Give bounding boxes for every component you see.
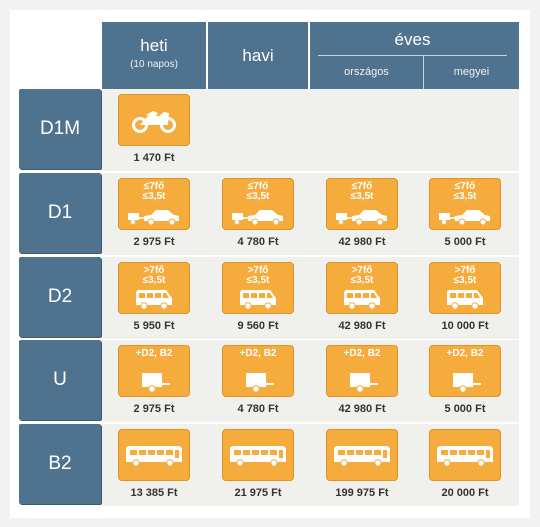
price-value: 5 000 Ft: [444, 236, 486, 248]
price-value: 2 975 Ft: [133, 236, 175, 248]
vignette-tile[interactable]: ≤7fő ≤3,5t: [118, 178, 190, 230]
tile-label-line2: ≤3,5t: [453, 275, 477, 286]
tile-label-line1: >7fő: [351, 265, 373, 276]
price-cell[interactable]: +D2, B2 5 000 Ft: [429, 345, 501, 415]
price-value: 4 780 Ft: [237, 236, 279, 248]
vignette-tile[interactable]: [118, 429, 190, 481]
tile-label-line1: >7fő: [454, 265, 476, 276]
vignette-tile[interactable]: [429, 429, 501, 481]
vignette-tile[interactable]: +D2, B2: [429, 345, 501, 397]
vignette-tile[interactable]: ≤7fő ≤3,5t: [222, 178, 294, 230]
vignette-tile[interactable]: >7fő ≤3,5t: [326, 262, 398, 314]
tile-label-line1: ≤7fő: [351, 181, 373, 192]
vignette-tile[interactable]: >7fő ≤3,5t: [429, 262, 501, 314]
price-cell[interactable]: >7fő ≤3,5t 9 560 Ft: [222, 262, 294, 332]
row-label-d1: D1: [19, 173, 101, 253]
price-value: 5 950 Ft: [133, 320, 175, 332]
price-value: 21 975 Ft: [234, 487, 282, 499]
header-monthly-label: havi: [242, 46, 274, 65]
header-weekly-sub: (10 napos): [130, 59, 178, 70]
price-value: 42 980 Ft: [338, 320, 386, 332]
price-cell[interactable]: ≤7fő ≤3,5t 42 980 Ft: [326, 178, 398, 248]
tile-label-line1: +D2, B2: [343, 348, 381, 359]
row-label-d2: D2: [19, 257, 101, 337]
price-value: 4 780 Ft: [237, 403, 279, 415]
tile-label-line2: ≤3,5t: [453, 191, 477, 202]
price-cell[interactable]: ≤7fő ≤3,5t 2 975 Ft: [118, 178, 190, 248]
price-value: 42 980 Ft: [338, 403, 386, 415]
price-cell[interactable]: 13 385 Ft: [118, 429, 190, 499]
header-county-label: megyei: [453, 66, 490, 78]
price-cell[interactable]: +D2, B2 42 980 Ft: [326, 345, 398, 415]
vignette-tile[interactable]: [118, 94, 190, 146]
price-cell[interactable]: >7fő ≤3,5t 5 950 Ft: [118, 262, 190, 332]
price-cell[interactable]: 20 000 Ft: [429, 429, 501, 499]
tile-label-line2: ≤3,5t: [350, 275, 374, 286]
tile-label-line2: ≤3,5t: [142, 275, 166, 286]
price-value: 42 980 Ft: [338, 236, 386, 248]
header-county: megyei: [424, 56, 519, 89]
tile-label-line2: ≤3,5t: [246, 275, 270, 286]
header-monthly: havi: [208, 22, 308, 89]
row-label-b2: B2: [19, 424, 101, 504]
header-weekly-label: heti: [140, 36, 168, 55]
row-label-u: U: [19, 340, 101, 420]
price-value: 10 000 Ft: [441, 320, 489, 332]
vignette-tile[interactable]: +D2, B2: [326, 345, 398, 397]
header-national: országos: [310, 56, 424, 89]
price-cell[interactable]: >7fő ≤3,5t 10 000 Ft: [429, 262, 501, 332]
tile-label-line1: ≤7fő: [454, 181, 476, 192]
price-value: 1 470 Ft: [133, 152, 175, 164]
tile-label-line1: +D2, B2: [239, 348, 277, 359]
tile-label-line2: ≤3,5t: [350, 191, 374, 202]
header-yearly-label: éves: [318, 30, 507, 56]
price-value: 199 975 Ft: [335, 487, 389, 499]
tile-label-line1: +D2, B2: [135, 348, 173, 359]
tile-label-line2: ≤3,5t: [142, 191, 166, 202]
vignette-tile[interactable]: +D2, B2: [222, 345, 294, 397]
header-yearly: éves országos megyei: [310, 22, 519, 89]
price-cell[interactable]: +D2, B2 4 780 Ft: [222, 345, 294, 415]
price-value: 5 000 Ft: [444, 403, 486, 415]
price-value: 13 385 Ft: [130, 487, 178, 499]
price-cell[interactable]: +D2, B2 2 975 Ft: [118, 345, 190, 415]
price-value: 2 975 Ft: [133, 403, 175, 415]
header-national-label: országos: [344, 66, 389, 78]
price-value: 20 000 Ft: [441, 487, 489, 499]
price-value: 9 560 Ft: [237, 320, 279, 332]
vignette-tile[interactable]: +D2, B2: [118, 345, 190, 397]
vignette-tile[interactable]: ≤7fő ≤3,5t: [326, 178, 398, 230]
header-weekly: heti (10 napos): [102, 22, 206, 89]
tile-label-line2: ≤3,5t: [246, 191, 270, 202]
price-cell[interactable]: 21 975 Ft: [222, 429, 294, 499]
tile-label-line1: ≤7fő: [143, 181, 165, 192]
price-cell[interactable]: ≤7fő ≤3,5t 4 780 Ft: [222, 178, 294, 248]
vignette-tile[interactable]: ≤7fő ≤3,5t: [429, 178, 501, 230]
tile-label-line1: ≤7fő: [247, 181, 269, 192]
tile-label-line1: >7fő: [143, 265, 165, 276]
vignette-tile[interactable]: >7fő ≤3,5t: [118, 262, 190, 314]
vignette-tile[interactable]: [326, 429, 398, 481]
price-cell[interactable]: 199 975 Ft: [326, 429, 398, 499]
tile-label-line1: +D2, B2: [446, 348, 484, 359]
tile-label-line1: >7fő: [247, 265, 269, 276]
price-cell[interactable]: ≤7fő ≤3,5t 5 000 Ft: [429, 178, 501, 248]
price-cell[interactable]: >7fő ≤3,5t 42 980 Ft: [326, 262, 398, 332]
row-label-d1m: D1M: [19, 89, 101, 169]
price-cell[interactable]: 1 470 Ft: [118, 94, 190, 164]
vignette-tile[interactable]: [222, 429, 294, 481]
vignette-tile[interactable]: >7fő ≤3,5t: [222, 262, 294, 314]
